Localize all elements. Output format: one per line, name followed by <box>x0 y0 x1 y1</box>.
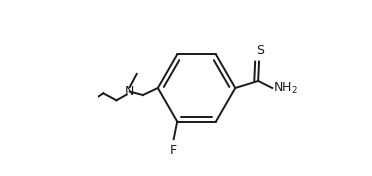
Text: F: F <box>170 144 177 156</box>
Text: S: S <box>256 44 264 57</box>
Text: NH$_2$: NH$_2$ <box>273 80 298 96</box>
Text: N: N <box>125 85 134 98</box>
